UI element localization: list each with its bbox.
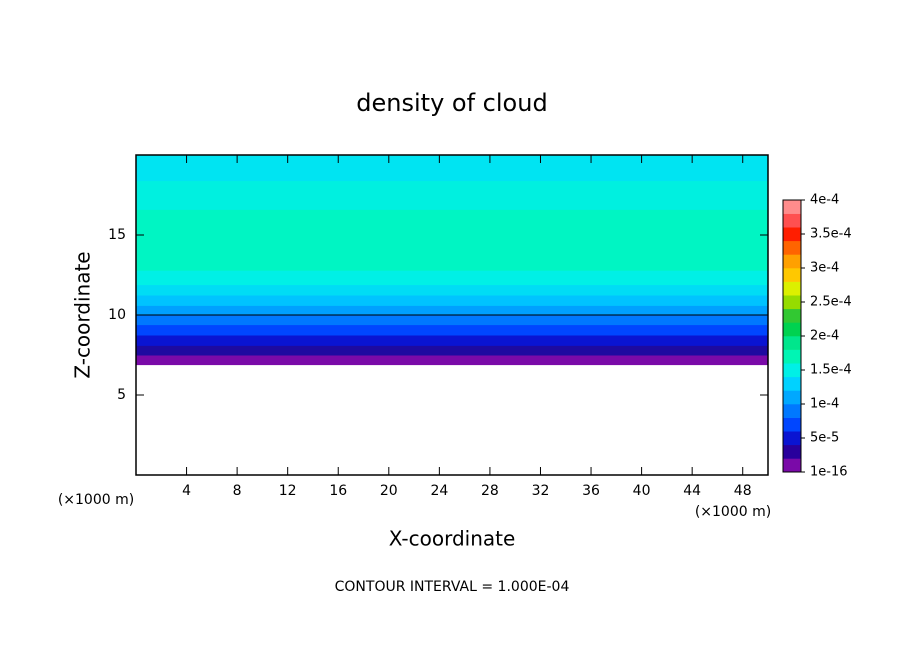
x-tick-label: 28: [481, 483, 499, 499]
contour-band: [136, 295, 768, 306]
colorbar-tick-label: 3.5e-4: [810, 227, 852, 242]
y-tick-label: 5: [117, 387, 126, 403]
colorbar-swatch: [783, 200, 801, 214]
colorbar-swatch: [783, 322, 801, 337]
colorbar-swatch: [783, 254, 801, 269]
colorbar-swatch: [783, 268, 801, 282]
colorbar-tick-label: 4e-4: [810, 193, 839, 208]
colorbar-swatch: [783, 349, 801, 364]
colorbar-swatch: [783, 417, 801, 432]
y-tick-label: 10: [108, 307, 126, 323]
contour-band: [136, 345, 768, 356]
x-tick-label: 16: [329, 483, 347, 499]
colorbar-tick-label: 1e-16: [810, 465, 848, 480]
x-tick-label: 48: [734, 483, 752, 499]
annotation: CONTOUR INTERVAL = 1.000E-04: [335, 579, 570, 595]
x-tick-label: 8: [233, 483, 242, 499]
contour-band: [136, 355, 768, 366]
x-tick-label: 24: [430, 483, 448, 499]
chart-title: density of cloud: [356, 89, 547, 117]
contour-band: [136, 209, 768, 271]
contour-band: [136, 180, 768, 210]
y-tick-label: 15: [108, 227, 126, 243]
colorbar-swatch: [783, 308, 801, 323]
colorbar-swatch: [783, 295, 801, 310]
colorbar-tick-label: 1.5e-4: [810, 363, 852, 378]
contour-band: [136, 284, 768, 296]
colorbar-tick-label: 3e-4: [810, 261, 839, 276]
colorbar-swatch: [783, 404, 801, 418]
contour-band: [136, 324, 768, 336]
contour-band: [136, 305, 768, 316]
colorbar-swatch: [783, 336, 801, 350]
y-unit-label: (×1000 m): [58, 492, 134, 508]
x-unit-label: (×1000 m): [695, 504, 771, 520]
colorbar-swatch: [783, 240, 801, 255]
contour-band: [136, 270, 768, 286]
colorbar-swatch: [783, 431, 801, 446]
y-axis-label: Z-coordinate: [71, 251, 95, 378]
colorbar-swatch: [783, 390, 801, 405]
colorbar-tick-label: 2.5e-4: [810, 295, 852, 310]
colorbar-tick-label: 2e-4: [810, 329, 839, 344]
colorbar-tick-label: 5e-5: [810, 431, 839, 446]
x-tick-label: 44: [683, 483, 701, 499]
x-axis-label: X-coordinate: [389, 527, 516, 551]
x-tick-label: 36: [582, 483, 600, 499]
colorbar-swatch: [783, 213, 801, 228]
colorbar-swatch: [783, 376, 801, 391]
x-tick-label: 4: [182, 483, 191, 499]
colorbar-swatch: [783, 363, 801, 378]
contour-band: [136, 315, 768, 326]
colorbar-tick-label: 1e-4: [810, 397, 839, 412]
colorbar-swatch: [783, 227, 801, 242]
contour-band: [136, 335, 768, 346]
x-tick-label: 40: [633, 483, 651, 499]
contour-band: [136, 155, 768, 182]
x-tick-label: 32: [532, 483, 550, 499]
colorbar-swatch: [783, 281, 801, 296]
x-tick-label: 20: [380, 483, 398, 499]
colorbar-swatch: [783, 458, 801, 473]
colorbar-swatch: [783, 444, 801, 459]
x-tick-label: 12: [279, 483, 297, 499]
